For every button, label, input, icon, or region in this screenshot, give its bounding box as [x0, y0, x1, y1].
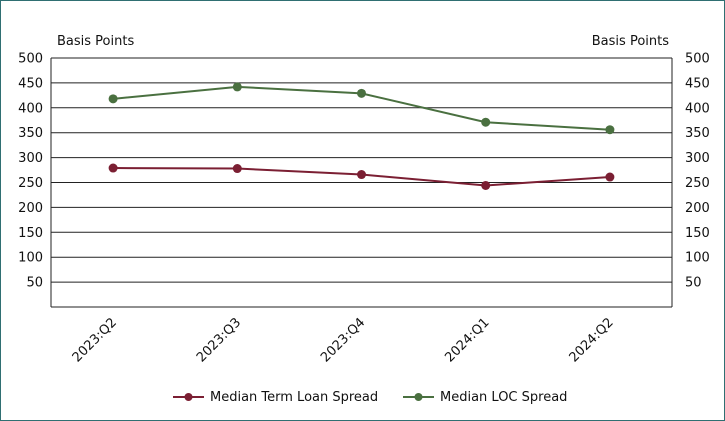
y-tick-label-left: 400: [18, 101, 43, 116]
y-tick-label-right: 100: [685, 251, 710, 266]
x-ticks: 2023:Q2 2023:Q3 2023:Q4 2024:Q1 2024:Q2: [70, 315, 617, 365]
series-1: [108, 82, 615, 135]
data-point: [357, 88, 366, 98]
data-point: [232, 164, 242, 174]
x-tick-label: 2024:Q1: [442, 315, 492, 365]
gridlines: [51, 57, 672, 283]
series-0: [108, 163, 615, 190]
data-point: [481, 117, 491, 127]
legend-item-loc: Median LOC Spread: [403, 390, 567, 405]
x-tick-label: 2023:Q4: [318, 315, 368, 365]
y-tick-label-right: 450: [685, 76, 710, 91]
y-tick-label-left: 500: [18, 52, 43, 67]
y-tick-label-left: 100: [18, 251, 43, 266]
axes: [50, 58, 673, 308]
legend-label-term-loan: Median Term Loan Spread: [210, 390, 378, 405]
y-tick-label-left: 300: [18, 151, 43, 166]
y-tick-label-right: 250: [685, 176, 710, 191]
data-point: [108, 94, 118, 104]
y-tick-label-left: 150: [18, 226, 43, 241]
x-tick-label: 2023:Q2: [70, 315, 120, 365]
y-ticks-left: 50 100 150 200 250 300 350 400 450 500: [18, 52, 43, 291]
y-tick-label-left: 200: [18, 201, 43, 216]
legend-marker-term-loan: [184, 393, 193, 401]
y-tick-label-right: 400: [685, 101, 710, 116]
y-tick-label-right: 150: [685, 226, 710, 241]
y-tick-label-left: 350: [18, 126, 43, 141]
series-layer: [108, 82, 615, 190]
data-point: [605, 125, 615, 135]
legend-marker-loc: [414, 393, 423, 401]
y-tick-label-left: 250: [18, 176, 43, 191]
data-point: [232, 82, 242, 92]
y-tick-label-right: 200: [685, 201, 710, 216]
y-tick-label-right: 500: [685, 52, 710, 67]
y-axis-title-left: Basis Points: [57, 34, 134, 49]
data-point: [481, 180, 491, 190]
legend-label-loc: Median LOC Spread: [440, 390, 567, 405]
data-point: [108, 163, 118, 173]
x-tick-label: 2024:Q2: [567, 315, 617, 365]
data-point: [357, 170, 366, 180]
y-tick-label-right: 300: [685, 151, 710, 166]
y-tick-label-right: 350: [685, 126, 710, 141]
data-point: [605, 172, 615, 182]
legend: Median Term Loan Spread Median LOC Sprea…: [173, 390, 567, 405]
y-tick-label-left: 50: [26, 276, 43, 291]
y-tick-label-left: 450: [18, 76, 43, 91]
y-axis-title-right: Basis Points: [592, 34, 669, 49]
y-tick-label-right: 50: [685, 276, 702, 291]
y-ticks-right: 50 100 150 200 250 300 350 400 450 500: [685, 52, 710, 291]
legend-item-term-loan: Median Term Loan Spread: [173, 390, 378, 405]
x-tick-label: 2023:Q3: [194, 315, 244, 365]
